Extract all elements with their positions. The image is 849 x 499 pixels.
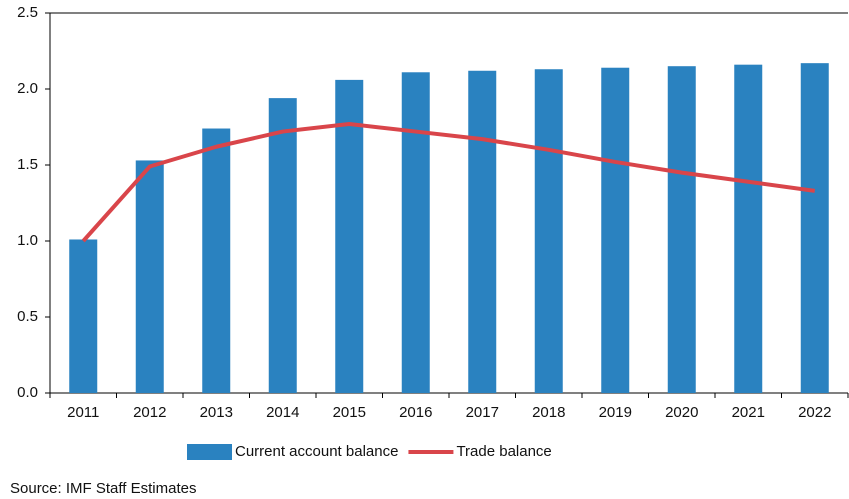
x-tick-label: 2021 [732,404,765,421]
x-tick-label: 2012 [133,404,166,421]
x-tick-label: 2011 [67,404,99,421]
x-tick-label: 2016 [399,404,432,421]
x-tick-label: 2019 [599,404,632,421]
bar [468,70,497,393]
bar [667,66,696,393]
y-tick-label: 0.5 [17,308,38,325]
x-tick-label: 2017 [466,404,499,421]
bar [800,63,829,393]
bar [601,67,630,393]
legend-label: Current account balance [235,443,398,460]
x-tick-label: 2013 [200,404,233,421]
bar [202,128,231,393]
bar [135,160,164,393]
bar [268,98,297,394]
x-tick-label: 2018 [532,404,565,421]
bar [335,79,364,393]
legend-label: Trade balance [456,443,551,460]
bar [734,64,763,394]
x-tick-label: 2020 [665,404,698,421]
x-tick-label: 2015 [333,404,366,421]
source-note: Source: IMF Staff Estimates [10,480,196,497]
legend-swatch [187,444,232,460]
line [81,121,816,243]
y-tick-label: 1.5 [17,156,38,173]
bar [69,239,98,393]
y-tick-label: 2.5 [17,4,38,21]
bar [534,69,563,394]
y-tick-label: 0.0 [17,384,38,401]
bar [401,72,430,393]
x-tick-label: 2022 [798,404,831,421]
y-tick-label: 2.0 [17,80,38,97]
x-tick-label: 2014 [266,404,299,421]
y-tick-label: 1.0 [17,232,38,249]
